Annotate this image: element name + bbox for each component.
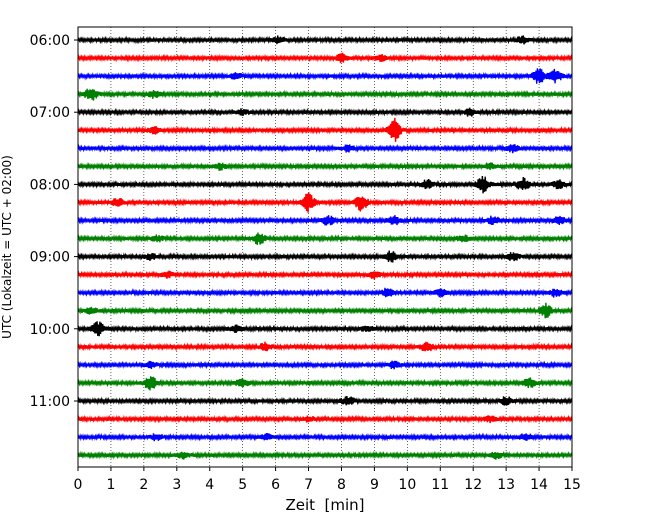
x-tick-label: 5 <box>238 477 247 493</box>
seismic-trace <box>77 215 573 226</box>
seismic-trace <box>77 192 573 213</box>
x-axis: 0 1 2 3 4 5 6 7 8 9 10 11 12 13 14 15 <box>74 467 581 493</box>
x-tick-label: 2 <box>139 477 148 493</box>
seismic-trace <box>77 414 573 424</box>
plot-frame <box>77 26 573 468</box>
seismic-trace <box>77 52 573 64</box>
x-tick-label: 1 <box>106 477 115 493</box>
x-tick-label: 9 <box>370 477 379 493</box>
seismic-trace <box>77 450 573 460</box>
seismic-trace <box>77 88 573 101</box>
y-tick-label: 11:00 <box>30 394 70 410</box>
x-tick-label: 0 <box>74 477 83 493</box>
y-tick-label: 07:00 <box>30 105 70 121</box>
seismic-trace <box>77 232 573 245</box>
seismic-trace <box>77 68 573 84</box>
seismic-trace <box>77 250 573 263</box>
seismic-trace <box>77 302 573 319</box>
seismic-trace <box>77 360 573 370</box>
y-tick-label: 08:00 <box>30 177 70 193</box>
x-tick-label: 6 <box>271 477 280 493</box>
plot-area <box>78 27 572 467</box>
vertical-grid <box>110 27 540 467</box>
x-tick-label: 8 <box>337 477 346 493</box>
x-tick-label: 11 <box>431 477 449 493</box>
seismic-trace <box>77 287 573 298</box>
seismic-trace <box>77 175 573 194</box>
seismic-trace <box>77 341 573 352</box>
seismic-trace <box>77 143 573 154</box>
x-axis-label: Zeit [min] <box>285 496 364 514</box>
seismic-trace <box>77 376 573 391</box>
seismic-trace <box>77 270 573 280</box>
y-tick-label: 09:00 <box>30 250 70 266</box>
x-tick-label: 10 <box>398 477 416 493</box>
x-tick-label: 15 <box>563 477 581 493</box>
y-tick-label: 06:00 <box>30 33 70 49</box>
y-tick-label: 10:00 <box>30 322 70 338</box>
x-tick-label: 4 <box>205 477 214 493</box>
seismic-trace <box>77 107 573 117</box>
x-tick-label: 3 <box>172 477 181 493</box>
seismic-trace <box>77 161 573 171</box>
x-tick-label: 7 <box>304 477 313 493</box>
seismic-trace <box>77 432 573 442</box>
x-tick-label: 13 <box>497 477 515 493</box>
seismic-trace <box>77 321 573 337</box>
seismic-trace <box>77 35 573 45</box>
y-axis-label: UTC (Lokalzeit = UTC + 02:00) <box>0 155 14 339</box>
x-tick-label: 14 <box>530 477 548 493</box>
traces <box>77 35 573 460</box>
seismic-trace <box>77 395 573 406</box>
y-axis: 06:00 07:00 08:00 09:00 10:00 11:00 <box>30 33 78 410</box>
seismic-trace <box>77 117 573 142</box>
x-tick-label: 12 <box>464 477 482 493</box>
